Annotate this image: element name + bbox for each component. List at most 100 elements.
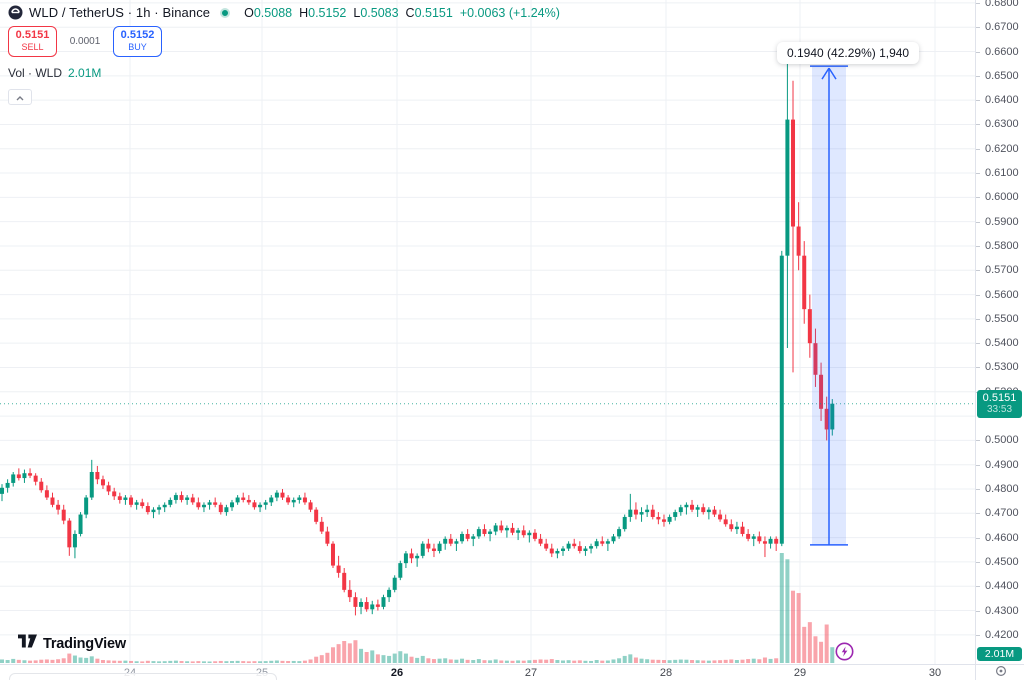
spread-value: 0.0001 xyxy=(69,35,101,47)
high-label: H xyxy=(299,5,309,20)
price-axis-tick xyxy=(976,489,980,490)
bar-countdown: 33:53 xyxy=(986,404,1013,416)
volume-bars xyxy=(0,553,835,663)
price-axis-tick xyxy=(976,513,980,515)
time-axis[interactable]: 24252627282930 xyxy=(0,664,1024,680)
tradingview-logo-icon xyxy=(18,634,37,653)
measure-tooltip: 0.1940 (42.29%) 1,940 xyxy=(777,42,920,64)
time-axis-label: 27 xyxy=(524,667,538,679)
price-axis-label: 0.5800 xyxy=(985,239,1019,252)
price-axis-label: 0.5500 xyxy=(985,312,1019,325)
price-axis-tick xyxy=(976,173,980,175)
price-axis-tick xyxy=(976,294,980,296)
price-axis-label: 0.5000 xyxy=(985,434,1019,447)
price-axis-tick xyxy=(976,586,980,588)
trade-buttons-row: 0.5151 SELL 0.0001 0.5152 BUY xyxy=(8,26,560,57)
price-axis-label: 0.4400 xyxy=(985,580,1019,593)
change-value: +0.0063 (+1.24%) xyxy=(459,5,560,20)
price-axis-tick xyxy=(976,537,980,539)
price-axis-tick xyxy=(976,367,980,369)
price-axis-label: 0.6200 xyxy=(985,142,1019,155)
price-axis-label: 0.4200 xyxy=(985,628,1019,641)
time-axis-label: 26 xyxy=(390,667,404,679)
buy-button[interactable]: 0.5152 BUY xyxy=(113,26,162,57)
price-axis-label: 0.4600 xyxy=(985,531,1019,544)
open-value: 0.5088 xyxy=(253,5,293,20)
price-axis-tick xyxy=(976,124,980,126)
volume-axis-label: 2.01M xyxy=(977,647,1022,661)
high-value: 0.5152 xyxy=(308,5,347,20)
price-axis-tick xyxy=(976,75,980,77)
price-axis-tick xyxy=(976,51,980,53)
price-axis-tick xyxy=(976,27,980,29)
price-axis-tick xyxy=(976,318,980,320)
price-axis-tick xyxy=(976,561,980,563)
gear-icon[interactable] xyxy=(995,664,1007,680)
price-axis-label: 0.5400 xyxy=(985,337,1019,350)
buy-price: 0.5152 xyxy=(120,29,155,41)
price-axis-label: 0.5300 xyxy=(985,361,1019,374)
buy-label: BUY xyxy=(128,42,147,53)
price-axis-label: 0.6100 xyxy=(985,167,1019,180)
volume-indicator-row[interactable]: Vol · WLD 2.01M xyxy=(8,66,560,80)
close-value: 0.5151 xyxy=(414,5,453,20)
market-status-icon[interactable] xyxy=(220,7,231,18)
symbol-title[interactable]: WLD / TetherUS · 1h · Binance xyxy=(29,5,211,20)
worldcoin-logo-icon xyxy=(8,5,23,20)
price-axis-label: 0.4700 xyxy=(985,507,1019,520)
price-axis-label: 0.4300 xyxy=(985,604,1019,617)
volume-indicator-label[interactable]: Vol · WLD xyxy=(8,65,63,80)
chart-legend: WLD / TetherUS · 1h · Binance O0.5088 H0… xyxy=(8,5,560,105)
price-axis-label: 0.6700 xyxy=(985,21,1019,34)
price-axis-label: 0.5700 xyxy=(985,264,1019,277)
price-axis-label: 0.6500 xyxy=(985,69,1019,82)
sell-label: SELL xyxy=(21,42,44,53)
candles xyxy=(0,61,835,616)
tradingview-watermark[interactable]: TradingView xyxy=(18,634,126,653)
bottom-toolbar-edge xyxy=(9,673,277,680)
axis-settings-corner[interactable] xyxy=(975,664,1024,680)
chevron-up-icon xyxy=(16,88,24,106)
time-axis-label: 29 xyxy=(793,667,807,679)
open-label: O xyxy=(244,5,254,20)
price-axis-tick xyxy=(976,610,980,612)
time-axis-label: 28 xyxy=(659,667,673,679)
price-axis-label: 0.4500 xyxy=(985,555,1019,568)
price-axis-tick xyxy=(976,270,980,272)
price-axis-tick xyxy=(976,245,980,247)
sell-button[interactable]: 0.5151 SELL xyxy=(8,26,57,57)
sell-price: 0.5151 xyxy=(15,29,50,41)
price-range-measure-tool[interactable] xyxy=(810,65,848,546)
chart-canvas[interactable] xyxy=(0,0,975,664)
price-axis-label: 0.4900 xyxy=(985,458,1019,471)
price-axis-tick xyxy=(976,221,980,223)
price-axis-label: 0.5900 xyxy=(985,215,1019,228)
price-axis[interactable]: 0.5151 33:53 2.01M 0.6800 0.6700 0.6600 0.6… xyxy=(975,0,1024,664)
price-axis-tick xyxy=(976,634,980,636)
watermark-text: TradingView xyxy=(43,635,126,652)
ohlc-values: O0.5088 H0.5152 L0.5083 C0.5151 +0.0063 … xyxy=(244,6,560,20)
last-price-label: 0.5151 33:53 xyxy=(977,389,1022,418)
price-axis-label: 0.6800 xyxy=(985,0,1019,9)
last-price-value: 0.5151 xyxy=(982,391,1017,404)
price-axis-tick xyxy=(976,100,980,102)
price-axis-tick xyxy=(976,440,980,442)
price-axis-tick xyxy=(976,197,980,199)
low-label: L xyxy=(353,5,361,20)
price-axis-label: 0.6600 xyxy=(985,45,1019,58)
lightning-boost-icon[interactable] xyxy=(835,642,854,661)
price-axis-label: 0.6400 xyxy=(985,94,1019,107)
close-label: C xyxy=(405,5,415,20)
price-axis-tick xyxy=(976,2,980,4)
price-axis-tick xyxy=(976,148,980,150)
symbol-row: WLD / TetherUS · 1h · Binance O0.5088 H0… xyxy=(8,5,560,20)
volume-indicator-value: 2.01M xyxy=(68,65,102,80)
price-axis-tick xyxy=(976,343,980,345)
low-value: 0.5083 xyxy=(360,5,399,20)
time-axis-label: 30 xyxy=(928,667,942,679)
price-axis-label: 0.6300 xyxy=(985,118,1019,131)
grid-lines xyxy=(0,0,975,664)
price-axis-tick xyxy=(976,464,980,466)
pane-collapse-button[interactable] xyxy=(8,88,32,106)
